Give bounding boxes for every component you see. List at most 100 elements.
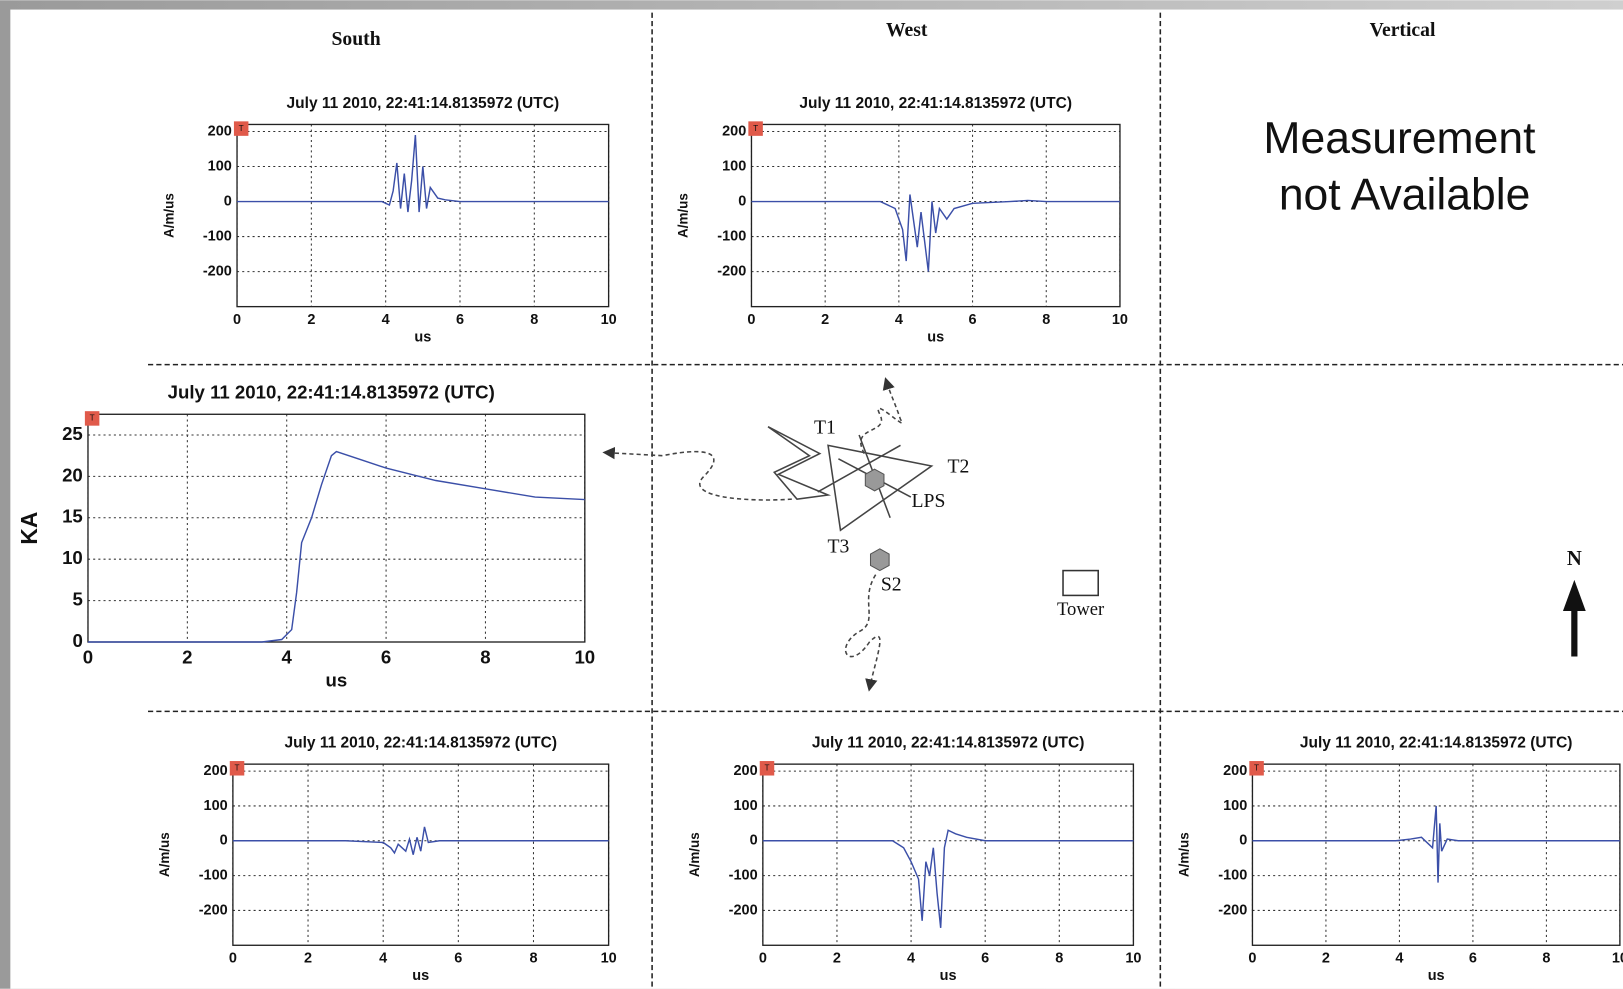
plot-area	[237, 124, 609, 306]
y-tick-label: 100	[204, 798, 228, 814]
y-tick-label: 200	[208, 123, 232, 139]
x-tick-label: 8	[1042, 312, 1050, 328]
y-tick-label: -100	[717, 228, 746, 244]
diagram-label: N	[1567, 548, 1582, 570]
y-tick-label: 5	[72, 589, 82, 610]
x-tick-label: 0	[229, 951, 237, 967]
chart-title: July 11 2010, 22:41:14.8135972 (UTC)	[284, 735, 557, 752]
trigger-marker-label: T	[235, 763, 240, 772]
x-tick-label: 4	[1395, 951, 1403, 967]
diagram-label: T2	[948, 456, 970, 478]
chart-title: July 11 2010, 22:41:14.8135972 (UTC)	[799, 95, 1072, 112]
x-tick-label: 10	[1612, 951, 1623, 967]
chart-title: July 11 2010, 22:41:14.8135972 (UTC)	[812, 735, 1085, 752]
x-tick-label: 10	[601, 951, 617, 967]
x-tick-label: 10	[1125, 951, 1141, 967]
x-tick-label: 2	[1322, 951, 1330, 967]
trigger-marker-label: T	[239, 124, 244, 133]
y-tick-label: -100	[203, 228, 232, 244]
y-tick-label: 0	[750, 833, 758, 849]
y-tick-label: 0	[1239, 833, 1247, 849]
x-tick-label: 6	[381, 646, 391, 667]
y-tick-label: 100	[1223, 798, 1247, 814]
y-axis-label: KA	[16, 512, 42, 545]
x-tick-label: 6	[1469, 951, 1477, 967]
y-axis-label: A/m/us	[157, 832, 172, 877]
x-tick-label: 6	[456, 312, 464, 328]
x-tick-label: 2	[307, 312, 315, 328]
trigger-marker-label: T	[1254, 763, 1259, 772]
trigger-marker-label: T	[764, 763, 769, 772]
x-tick-label: 10	[1112, 312, 1128, 328]
y-tick-label: 15	[62, 506, 83, 527]
trigger-marker-label: T	[90, 414, 95, 423]
y-tick-label: 20	[62, 464, 83, 485]
message: Measurement	[1263, 114, 1536, 163]
x-axis-label: us	[1428, 968, 1445, 984]
y-tick-label: 10	[62, 547, 83, 568]
y-tick-label: 100	[734, 798, 758, 814]
page: {"columns": ["South", "West", "Vertical"…	[0, 0, 1623, 989]
diagram-label: T1	[814, 416, 836, 438]
x-axis-label: us	[414, 330, 431, 346]
x-axis-label: us	[412, 968, 429, 984]
plot-area	[88, 414, 585, 642]
y-axis-label: A/m/us	[1177, 832, 1192, 877]
y-tick-label: 100	[208, 158, 232, 174]
x-tick-label: 6	[969, 312, 977, 328]
y-tick-label: 200	[1223, 763, 1247, 779]
message: not Available	[1279, 171, 1531, 220]
x-tick-label: 10	[574, 646, 595, 667]
x-tick-label: 2	[833, 951, 841, 967]
x-tick-label: 4	[282, 646, 293, 667]
y-axis-label: A/m/us	[676, 193, 691, 238]
hexagon	[870, 549, 889, 571]
diagram-label: S2	[881, 574, 902, 596]
x-tick-label: 8	[480, 646, 490, 667]
y-tick-label: -200	[199, 902, 228, 918]
hexagon	[865, 469, 884, 491]
x-axis-label: us	[940, 968, 957, 984]
x-tick-label: 0	[759, 951, 767, 967]
plot-area	[233, 764, 609, 945]
y-tick-label: -200	[1218, 902, 1247, 918]
column-header: South	[331, 28, 380, 50]
plot-area	[751, 124, 1119, 306]
x-tick-label: 2	[304, 951, 312, 967]
plot-area	[763, 764, 1134, 945]
x-tick-label: 6	[454, 951, 462, 967]
y-tick-label: 200	[734, 763, 758, 779]
diagram-label: LPS	[912, 490, 946, 512]
x-tick-label: 8	[529, 951, 537, 967]
y-axis-label: A/m/us	[687, 832, 702, 877]
y-tick-label: -200	[717, 263, 746, 279]
y-tick-label: 25	[62, 423, 83, 444]
x-tick-label: 2	[182, 646, 192, 667]
diagram-label: Tower	[1057, 599, 1105, 620]
column-header: Vertical	[1370, 19, 1436, 41]
y-axis-label: A/m/us	[161, 193, 176, 238]
x-tick-label: 4	[382, 312, 390, 328]
figure: South West Vertical Measurement not Avai…	[0, 0, 1623, 989]
x-tick-label: 0	[233, 312, 241, 328]
x-axis-label: us	[927, 330, 944, 346]
y-tick-label: -100	[1218, 867, 1247, 883]
y-tick-label: -200	[203, 263, 232, 279]
y-tick-label: 0	[72, 630, 82, 651]
x-tick-label: 0	[83, 646, 93, 667]
x-tick-label: 10	[601, 312, 617, 328]
y-tick-label: -200	[729, 902, 758, 918]
chart-title: July 11 2010, 22:41:14.8135972 (UTC)	[168, 382, 495, 403]
y-tick-label: -100	[199, 867, 228, 883]
chart-title: July 11 2010, 22:41:14.8135972 (UTC)	[287, 95, 560, 112]
x-tick-label: 6	[981, 951, 989, 967]
x-tick-label: 8	[530, 312, 538, 328]
diagram-label: T3	[827, 535, 849, 557]
x-axis-label: us	[326, 669, 348, 690]
y-tick-label: 0	[220, 833, 228, 849]
y-tick-label: 200	[722, 123, 746, 139]
x-tick-label: 4	[907, 951, 915, 967]
plot-area	[1252, 764, 1619, 945]
trigger-marker-label: T	[753, 124, 758, 133]
x-tick-label: 0	[747, 312, 755, 328]
